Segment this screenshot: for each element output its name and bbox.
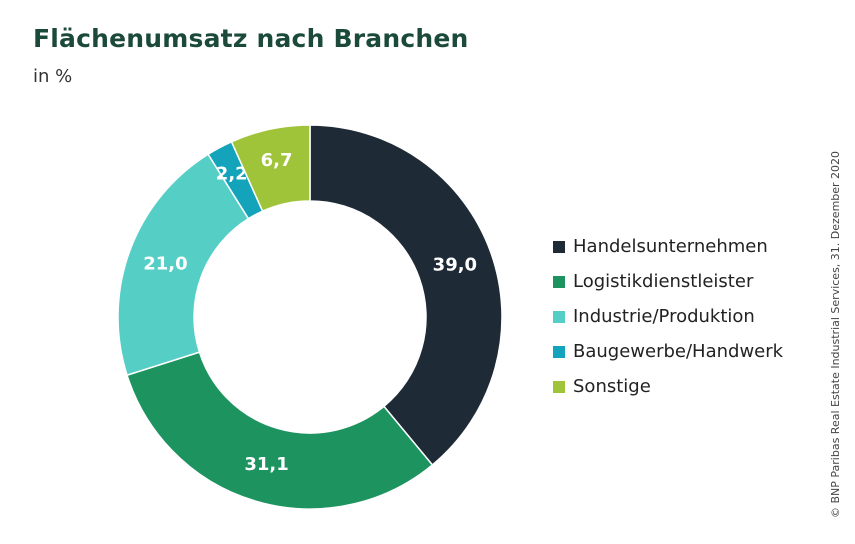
- slice-handelsunternehmen: [309, 124, 503, 466]
- data-label-handelsunternehmen: 39,0: [433, 254, 477, 275]
- legend-label: Logistikdienstleister: [573, 271, 754, 292]
- legend-label: Handelsunternehmen: [573, 236, 768, 257]
- data-label-industrie-produktion: 21,0: [143, 253, 187, 274]
- legend-label: Baugewerbe/Handwerk: [573, 341, 784, 362]
- legend-label: Industrie/Produktion: [573, 306, 755, 327]
- legend-swatch: [553, 345, 565, 358]
- slice-logistikdienstleister: [126, 351, 434, 510]
- legend-item-baugewerbe-handwerk: Baugewerbe/Handwerk: [553, 334, 783, 369]
- legend-item-logistikdienstleister: Logistikdienstleister: [553, 264, 783, 299]
- chart-title: Flächenumsatz nach Branchen: [33, 24, 469, 53]
- legend-swatch: [553, 275, 565, 288]
- legend-item-handelsunternehmen: Handelsunternehmen: [553, 229, 783, 264]
- chart-legend: Handelsunternehmen Logistikdienstleister I…: [553, 229, 783, 404]
- chart-subtitle: in %: [33, 66, 73, 87]
- legend-item-industrie-produktion: Industrie/Produktion: [553, 299, 783, 334]
- source-note: © BNP Paribas Real Estate Industrial Ser…: [829, 150, 842, 518]
- legend-swatch: [553, 380, 565, 393]
- legend-swatch: [553, 310, 565, 323]
- legend-label: Sonstige: [573, 376, 651, 397]
- data-label-sonstige: 6,7: [261, 150, 293, 171]
- legend-swatch: [553, 240, 565, 253]
- legend-item-sonstige: Sonstige: [553, 369, 783, 404]
- data-label-baugewerbe-handwerk: 2,2: [216, 164, 248, 185]
- data-label-logistikdienstleister: 31,1: [244, 454, 288, 475]
- slice-sonstige: [230, 124, 311, 213]
